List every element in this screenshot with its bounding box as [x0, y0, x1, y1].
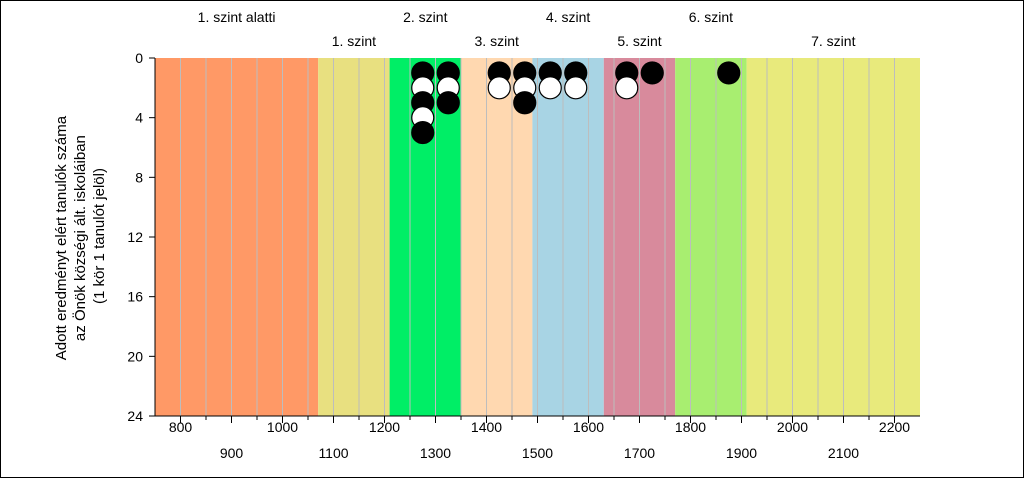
y-tick-label: 4	[135, 110, 143, 126]
level-label-4: 3. szint	[475, 33, 519, 49]
student-marker-black	[513, 91, 537, 115]
level-labels: 1. szint alatti 1. szint 2. szint 3. szint 4…	[198, 9, 856, 49]
level-label-2: 1. szint	[332, 33, 376, 49]
student-marker-black	[436, 91, 460, 115]
y-tick-label: 16	[127, 289, 143, 305]
x-tick-label-lower: 1500	[522, 445, 553, 461]
level-bands	[155, 58, 920, 416]
y-axis-label-line-3: (1 kör 1 tanulót jelöl)	[91, 168, 108, 304]
student-marker-black	[640, 61, 664, 85]
level-label-3: 2. szint	[403, 9, 447, 25]
level-label-8: 7. szint	[811, 33, 855, 49]
x-tick-label-upper: 1000	[267, 419, 298, 435]
level-label-5: 4. szint	[546, 9, 590, 25]
band-8	[746, 58, 920, 416]
y-axis-label-line-2: az Önök községi ált. iskoláiban	[71, 135, 89, 341]
level-label-1: 1. szint alatti	[198, 9, 276, 25]
student-marker-white	[538, 76, 562, 100]
y-axis-label-line-1: Adott eredményt elért tanulók száma	[53, 115, 70, 360]
band-7	[675, 58, 747, 416]
x-tick-label-upper: 2000	[777, 419, 808, 435]
x-tick-label-lower: 1300	[420, 445, 451, 461]
band-2	[318, 58, 390, 416]
x-tick-label-lower: 900	[220, 445, 244, 461]
x-tick-label-upper: 2200	[879, 419, 910, 435]
x-tick-label-lower: 1900	[726, 445, 757, 461]
x-tick-label-upper: 1800	[675, 419, 706, 435]
y-tick-label: 0	[135, 50, 143, 66]
student-marker-white	[564, 76, 588, 100]
x-tick-label-lower: 2100	[828, 445, 859, 461]
student-marker-black	[411, 120, 435, 145]
x-tick-label-upper: 1600	[573, 419, 604, 435]
gridlines	[180, 58, 895, 416]
y-tick-label: 8	[135, 169, 143, 185]
student-marker-black	[717, 61, 741, 85]
y-tick-label: 24	[127, 408, 143, 424]
band-5	[532, 58, 604, 416]
student-marker-white	[487, 76, 511, 100]
band-1	[155, 58, 319, 416]
x-tick-label-lower: 1100	[318, 445, 348, 461]
level-label-6: 5. szint	[617, 33, 661, 49]
axes: 0 4 8 12 16 20 24 800 1000 1200 1400 1600 1800 2000 22…	[127, 50, 920, 461]
student-marker-white	[615, 76, 639, 100]
y-axis-label: Adott eredményt elért tanulók száma az Ö…	[53, 112, 108, 360]
x-tick-label-upper: 1200	[369, 419, 400, 435]
band-4	[461, 58, 533, 416]
x-tick-label-upper: 800	[169, 419, 193, 435]
x-tick-label-upper: 1400	[471, 419, 502, 435]
x-tick-label-lower: 1700	[624, 445, 655, 461]
level-label-7: 6. szint	[689, 9, 733, 25]
y-tick-label: 12	[127, 229, 143, 245]
data-points	[411, 61, 741, 145]
y-tick-label: 20	[127, 348, 143, 364]
